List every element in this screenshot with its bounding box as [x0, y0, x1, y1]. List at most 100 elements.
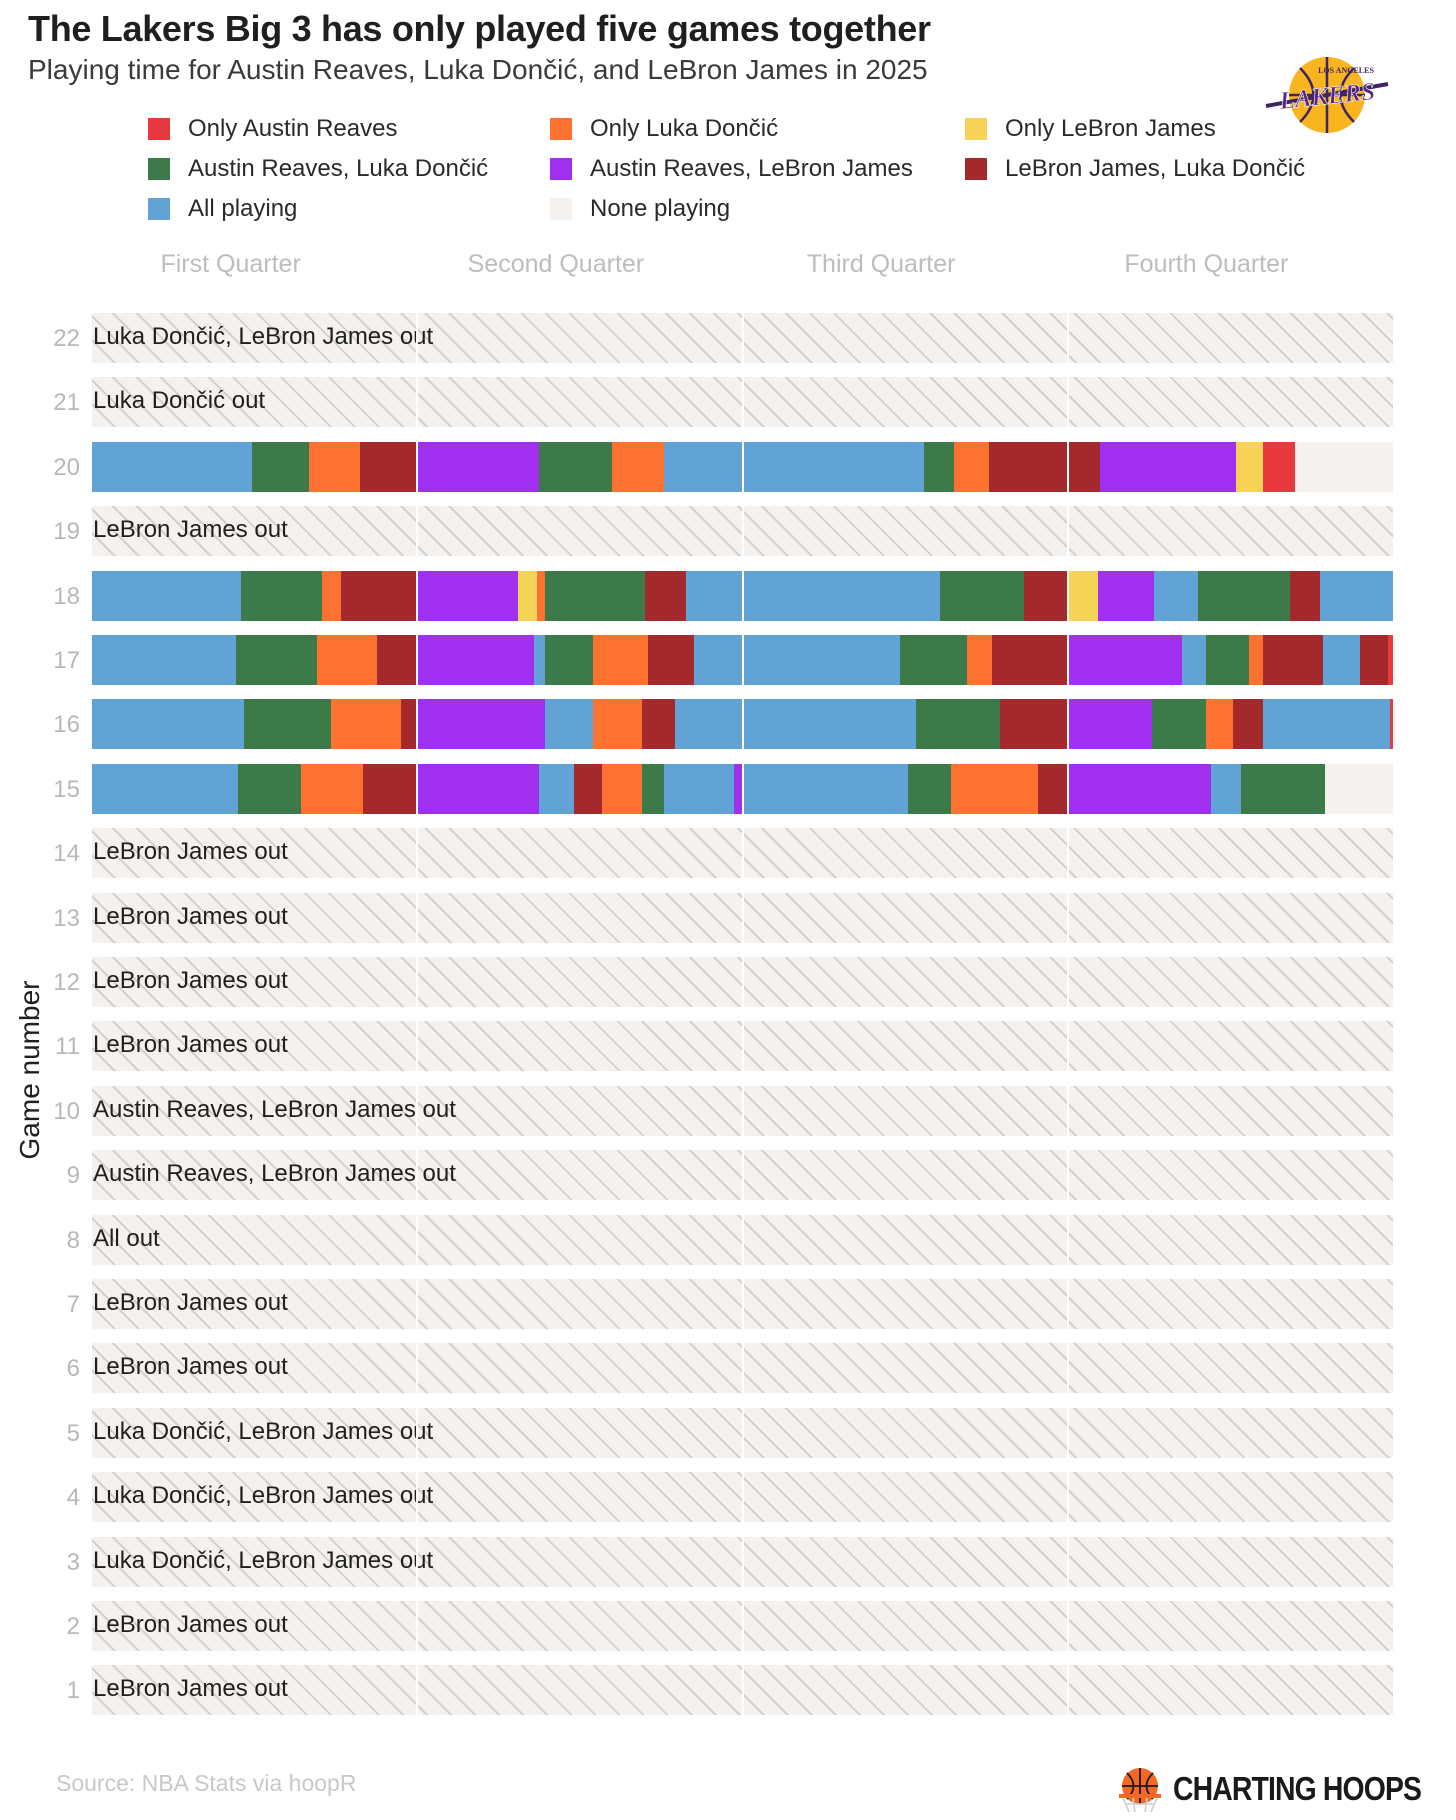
game-number-label: 14	[53, 840, 80, 868]
game-number-label: 19	[53, 518, 80, 546]
legend-swatch-all	[148, 198, 170, 220]
game-number-label: 6	[66, 1355, 80, 1383]
game-number-label: 7	[66, 1291, 80, 1318]
segment-ar-ld	[924, 441, 955, 492]
segment-ar-lj	[417, 699, 546, 750]
segment-none	[1295, 441, 1394, 492]
quarter-divider	[416, 313, 419, 1716]
legend-item-ld: Only Luka Dončić	[550, 112, 778, 146]
segment-lj	[517, 570, 537, 621]
quarter-header-2: Second Quarter	[467, 250, 645, 278]
game-number-label: 13	[53, 904, 80, 932]
game-status-note: LeBron James out	[93, 1611, 288, 1638]
segment-ld	[1249, 635, 1264, 685]
quarter-header-1: First Quarter	[160, 250, 301, 278]
segment-ar-ld	[235, 635, 318, 685]
brand: CHARTING HOOPS	[1115, 1764, 1456, 1814]
segment-all	[742, 699, 917, 750]
segment-all	[685, 570, 743, 621]
segment-ar-lj	[417, 570, 519, 621]
legend-label: LeBron James, Luka Dončić	[1005, 155, 1306, 182]
segment-ar-ld	[907, 763, 952, 814]
segment-ar-ld	[899, 635, 968, 685]
game-number-label: 12	[53, 969, 80, 996]
segment-all	[663, 763, 735, 814]
segment-ar	[1262, 441, 1296, 492]
segment-none	[1325, 763, 1394, 814]
segment-all	[1154, 570, 1199, 621]
legend-label: Only Austin Reaves	[188, 115, 398, 142]
segment-ar-lj	[1067, 699, 1153, 750]
quarter-header-3: Third Quarter	[806, 250, 956, 278]
legend-item-lj: Only LeBron James	[965, 112, 1216, 146]
segment-lj-ld	[1233, 699, 1264, 750]
segment-all	[742, 763, 909, 814]
segment-ld	[536, 570, 546, 621]
segment-lj-ld	[1262, 635, 1324, 685]
segment-ld	[967, 635, 993, 685]
segment-ld	[322, 570, 342, 621]
legend-item-ar-lj: Austin Reaves, LeBron James	[550, 152, 913, 186]
game-number-label: 15	[53, 775, 80, 803]
segment-all	[1322, 635, 1361, 685]
game-status-note: LeBron James out	[93, 1289, 288, 1316]
segment-ar-ld	[915, 699, 1001, 750]
segment-ar-ld	[1241, 763, 1326, 814]
segment-ar	[1387, 635, 1394, 685]
game-status-note: LeBron James out	[93, 1675, 288, 1703]
segment-ld	[601, 763, 643, 814]
segment-lj-ld	[400, 699, 418, 750]
game-number-label: 9	[66, 1162, 80, 1190]
segment-lj-ld	[341, 570, 418, 621]
segment-lj-ld	[363, 763, 418, 814]
segment-ld	[593, 699, 643, 750]
segment-lj-ld	[999, 699, 1069, 750]
game-status-note: Luka Dončić, LeBron James out	[93, 1417, 434, 1445]
segment-all	[1211, 763, 1242, 814]
legend-swatch-ar	[148, 118, 170, 140]
segment-ar-ld	[1151, 699, 1207, 750]
segment-all	[693, 635, 743, 685]
quarter-header-4: Fourth Quarter	[1124, 250, 1289, 278]
segment-all	[539, 763, 575, 814]
segment-lj-ld	[647, 635, 695, 685]
segment-lj-ld	[1024, 570, 1069, 621]
segment-lj-ld	[1290, 570, 1321, 621]
segment-ar-ld	[544, 635, 594, 685]
game-status-note: All out	[93, 1224, 160, 1252]
game-status-note: Luka Dončić, LeBron James out	[93, 323, 434, 350]
game-number-label: 21	[53, 389, 80, 417]
segment-ar-ld	[642, 763, 665, 814]
game-status-note: LeBron James out	[93, 1031, 288, 1059]
segment-ar-lj	[1067, 763, 1212, 814]
segment-ar-lj	[1100, 441, 1237, 492]
segment-lj-ld	[1360, 635, 1389, 685]
game-number-label: 2	[66, 1613, 80, 1640]
segment-ar-ld	[243, 699, 331, 750]
segment-ld	[1205, 699, 1234, 750]
segment-all	[1319, 570, 1394, 621]
segment-ld	[593, 635, 649, 685]
game-number-label: 10	[53, 1097, 80, 1125]
segment-ar-ld	[539, 441, 613, 492]
chart-subtitle: Playing time for Austin Reaves, Luka Don…	[28, 54, 928, 85]
segment-ld	[308, 441, 361, 492]
segment-all	[92, 441, 253, 492]
game-number-label: 8	[66, 1226, 80, 1254]
source-note: Source: NBA Stats via hoopR	[56, 1770, 357, 1796]
segment-ar-ld	[251, 441, 310, 492]
segment-all	[742, 570, 941, 621]
legend-swatch-ar-ld	[148, 158, 170, 180]
game-status-note: Luka Dončić, LeBron James out	[93, 1482, 434, 1510]
segment-lj-ld	[644, 570, 687, 621]
segment-ar-lj	[1067, 635, 1183, 685]
brand-name: CHARTING HOOPS	[1173, 1770, 1422, 1807]
segment-all	[533, 635, 546, 685]
segment-ld	[330, 699, 402, 750]
legend-label: Austin Reaves, Luka Dončić	[188, 155, 489, 182]
segment-ar-ld	[940, 570, 1025, 621]
segment-ld	[951, 763, 1039, 814]
segment-ar	[1390, 699, 1394, 750]
legend-swatch-none	[550, 198, 572, 220]
segment-lj-ld	[642, 699, 676, 750]
